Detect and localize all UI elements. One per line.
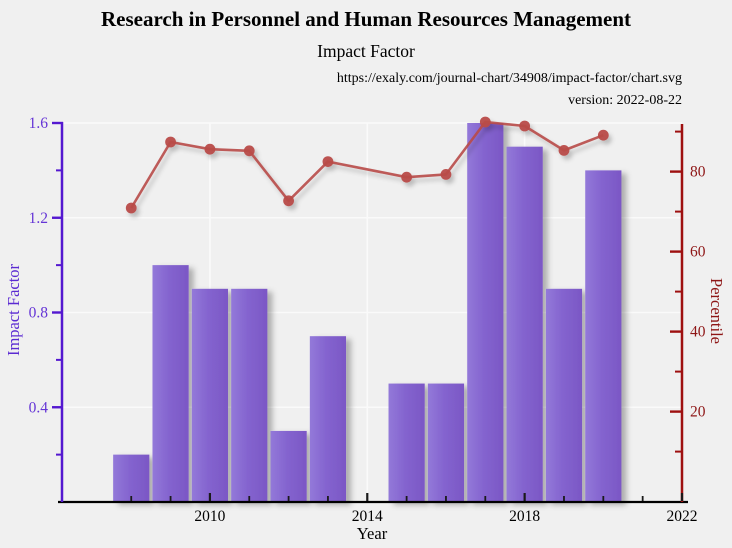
bar-2013 xyxy=(309,336,347,502)
point-2012 xyxy=(283,195,294,207)
point-2015 xyxy=(401,171,413,183)
chart-subtitle: Impact Factor xyxy=(317,41,415,61)
x-axis-label: Year xyxy=(356,524,388,543)
bar-2015 xyxy=(388,383,425,502)
percentile-line xyxy=(125,116,609,214)
ytick-left-1.2: 1.2 xyxy=(29,210,48,227)
xtick-2010: 2010 xyxy=(194,508,225,525)
point-2011 xyxy=(243,145,255,157)
point-2020 xyxy=(597,129,609,141)
chart-version-label: version: 2022-08-22 xyxy=(568,93,682,108)
point-2019 xyxy=(558,145,570,156)
point-2010 xyxy=(204,143,216,155)
point-2017 xyxy=(479,116,491,128)
bar-2010 xyxy=(191,288,229,502)
ytick-left-0.4: 0.4 xyxy=(29,399,49,416)
point-2018 xyxy=(519,120,531,132)
point-2013 xyxy=(322,156,334,168)
chart-source-url: https://exaly.com/journal-chart/34908/im… xyxy=(336,71,682,86)
ytick-right-40: 40 xyxy=(690,324,706,341)
impact-factor-bars xyxy=(113,123,622,502)
ytick-left-1.6: 1.6 xyxy=(29,115,49,132)
bar-2019 xyxy=(545,288,583,502)
axes: 0.4 0.8 1.2 1.6 20 40 60 80 2010 2014 2018 2022 xyxy=(29,115,706,525)
bar-2011 xyxy=(231,288,268,502)
bar-2012 xyxy=(270,430,307,502)
xtick-2022: 2022 xyxy=(667,508,698,525)
ytick-left-0.8: 0.8 xyxy=(29,305,49,322)
ytick-right-20: 20 xyxy=(690,404,706,421)
bar-2018 xyxy=(506,146,543,502)
bar-2009 xyxy=(152,265,189,502)
bar-2017 xyxy=(467,123,504,502)
bar-2016 xyxy=(427,383,465,502)
ytick-right-60: 60 xyxy=(690,244,706,261)
page-title: Research in Personnel and Human Resource… xyxy=(100,7,632,31)
bar-2008 xyxy=(113,454,150,502)
xtick-2018: 2018 xyxy=(509,508,540,525)
ytick-right-80: 80 xyxy=(690,164,706,181)
point-2008 xyxy=(125,202,137,214)
point-2009 xyxy=(165,136,176,148)
point-2016 xyxy=(440,169,452,180)
bar-2020 xyxy=(585,170,622,502)
xtick-2014: 2014 xyxy=(352,508,383,525)
